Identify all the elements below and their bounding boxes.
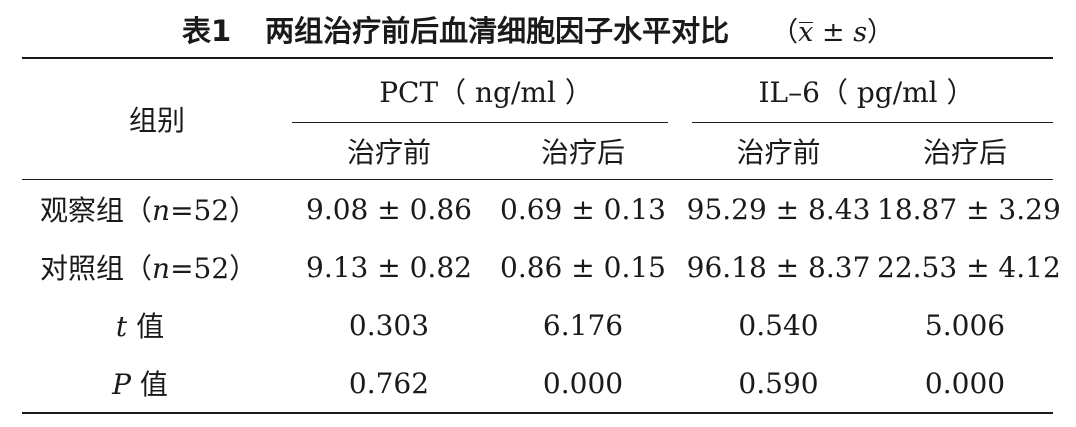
table-row-control: 对照组（n=52） 9.13 ± 0.82 0.86 ± 0.15 96.18 … bbox=[22, 238, 1061, 296]
sample-size-symbol: n bbox=[152, 252, 171, 285]
table-row-p-value: P 值 0.762 0.000 0.590 0.000 bbox=[22, 354, 1053, 413]
mean-symbol: x bbox=[798, 16, 814, 48]
il6-header: IL–6（ pg/ml ） bbox=[680, 58, 1054, 123]
il6-before-header: 治疗前 bbox=[680, 123, 878, 180]
table-number: 表1 bbox=[181, 14, 232, 48]
table-cell: 5.006 bbox=[924, 308, 1006, 342]
table-cell: 0.762 bbox=[348, 366, 430, 400]
row-label-observation: 观察组（n=52） bbox=[22, 180, 292, 239]
table-cell: 0.590 bbox=[738, 366, 819, 400]
table-cell: 0.000 bbox=[924, 366, 1006, 400]
row-label-text: 观察组（ bbox=[40, 194, 153, 227]
il6-after-header: 治疗后 bbox=[877, 123, 1054, 180]
stat-close-paren: ） bbox=[867, 16, 895, 48]
table-cell: 9.08 ± 0.86 bbox=[306, 192, 472, 226]
table-cell: 95.29 ± 8.43 bbox=[686, 192, 871, 226]
table-cell: 6.176 bbox=[542, 308, 624, 342]
sample-size-value: =52） bbox=[170, 194, 258, 227]
cytokine-comparison-table: 组别 PCT（ ng/ml ） IL–6（ pg/ml ） 治疗前 治疗后 治疗… bbox=[22, 57, 1061, 414]
stat-open-paren: （ bbox=[771, 16, 799, 48]
pct-before-header: 治疗前 bbox=[292, 123, 486, 180]
table-cell: 0.540 bbox=[738, 308, 819, 342]
table-row-observation: 观察组（n=52） 9.08 ± 0.86 0.69 ± 0.13 95.29 … bbox=[22, 180, 1061, 239]
row-label-text: 对照组（ bbox=[40, 252, 153, 285]
group-header: 组别 bbox=[22, 58, 292, 180]
row-label-text: 值 bbox=[127, 310, 165, 343]
pct-after-header: 治疗后 bbox=[486, 123, 681, 180]
table-title: 两组治疗前后血清细胞因子水平对比 bbox=[265, 14, 730, 48]
table-cell: 0.86 ± 0.15 bbox=[500, 250, 666, 284]
table-cell: 22.53 ± 4.12 bbox=[877, 250, 1061, 284]
header-row-top: 组别 PCT（ ng/ml ） IL–6（ pg/ml ） bbox=[22, 58, 1054, 180]
table-row-t-value: t 值 0.303 6.176 0.540 5.006 bbox=[22, 296, 1053, 354]
sample-size-value: =52） bbox=[170, 252, 258, 285]
table-cell: 18.87 ± 3.29 bbox=[877, 192, 1061, 226]
plus-minus-sign: ± bbox=[813, 16, 854, 48]
sd-symbol: s bbox=[853, 16, 868, 48]
row-label-p-value: P 值 bbox=[22, 354, 292, 413]
p-symbol: P bbox=[112, 368, 131, 401]
row-label-control: 对照组（n=52） bbox=[22, 238, 292, 296]
row-label-t-value: t 值 bbox=[22, 296, 292, 354]
table-cell: 0.303 bbox=[348, 308, 430, 342]
table-cell: 0.69 ± 0.13 bbox=[500, 192, 666, 226]
header-row-sub: 治疗前 治疗后 治疗前 治疗后 bbox=[22, 123, 1054, 180]
t-symbol: t bbox=[115, 310, 128, 343]
row-label-text: 值 bbox=[130, 368, 168, 401]
table-cell: 0.000 bbox=[542, 366, 624, 400]
statistic-notation: （x ± s） bbox=[771, 10, 894, 49]
table-caption: 表1 两组治疗前后血清细胞因子水平对比 （x ± s） bbox=[0, 6, 1076, 52]
table-cell: 96.18 ± 8.37 bbox=[686, 250, 871, 284]
table-cell: 9.13 ± 0.82 bbox=[306, 250, 472, 284]
sample-size-symbol: n bbox=[152, 194, 171, 227]
pct-header: PCT（ ng/ml ） bbox=[292, 58, 680, 123]
